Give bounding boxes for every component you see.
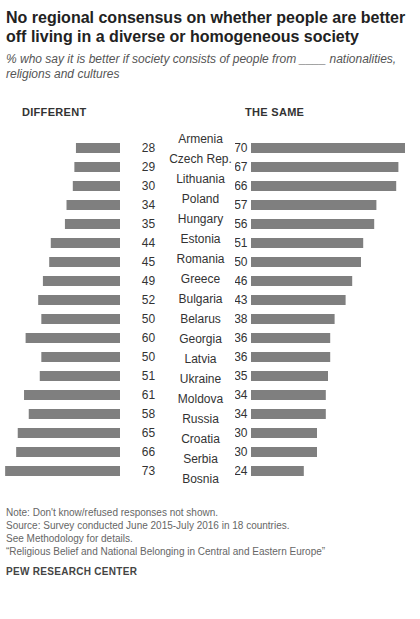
html-text:THE SAME: THE SAME [245,106,305,118]
svg-text:58: 58 [142,407,156,421]
svg-text:30: 30 [235,426,248,440]
svg-text:65: 65 [142,426,156,440]
svg-text:67: 67 [235,160,248,174]
svg-text:Estonia: Estonia [180,232,220,246]
svg-text:Georgia: Georgia [179,332,222,346]
html-text:% who say it is better if soci: % who say it is better if society consis… [6,52,397,81]
svg-text:28: 28 [142,141,156,155]
svg-text:66: 66 [142,445,156,459]
svg-text:Croatia: Croatia [181,432,220,446]
svg-text:70: 70 [235,141,248,155]
svg-text:45: 45 [142,255,156,269]
svg-text:Greece: Greece [181,272,221,286]
svg-text:50: 50 [235,255,248,269]
svg-text:34: 34 [235,388,248,402]
svg-text:43: 43 [235,293,248,307]
svg-text:35: 35 [142,217,156,231]
svg-text:52: 52 [142,293,156,307]
svg-text:56: 56 [235,217,248,231]
svg-text:Bulgaria: Bulgaria [178,292,222,306]
svg-text:34: 34 [235,407,248,421]
svg-text:73: 73 [142,464,156,478]
svg-text:50: 50 [142,312,156,326]
html-text:DIFFERENT: DIFFERENT [22,106,87,118]
svg-text:46: 46 [235,274,248,288]
svg-text:Romania: Romania [176,252,224,266]
html-text:Note: Don't know/refused respo: Note: Don't know/refused responses not s… [6,507,218,518]
html-text:See Methodology for details.: See Methodology for details. [6,533,133,544]
svg-text:Serbia: Serbia [183,452,218,466]
svg-text:51: 51 [142,369,156,383]
svg-text:49: 49 [142,274,156,288]
svg-text:29: 29 [142,160,156,174]
svg-text:Hungary: Hungary [178,212,223,226]
svg-text:61: 61 [142,388,156,402]
svg-text:24: 24 [235,464,248,478]
svg-text:66: 66 [235,179,248,193]
svg-text:Russia: Russia [182,412,219,426]
svg-text:34: 34 [142,198,156,212]
html-text:No regional consensus on wheth: No regional consensus on whether people … [6,9,406,45]
html-text:Source: Survey conducted June: Source: Survey conducted June 2015-July … [6,520,290,531]
svg-text:Belarus: Belarus [180,312,221,326]
svg-text:35: 35 [235,369,248,383]
svg-text:51: 51 [235,236,248,250]
svg-text:Poland: Poland [182,192,219,206]
svg-text:36: 36 [235,331,248,345]
html-text:“Religious Belief and National: “Religious Belief and National Belonging… [6,546,326,557]
svg-text:Ukraine: Ukraine [180,372,222,386]
svg-text:38: 38 [235,312,248,326]
svg-text:36: 36 [235,350,248,364]
svg-text:Czech Rep.: Czech Rep. [169,152,232,166]
svg-text:30: 30 [235,445,248,459]
svg-text:Bosnia: Bosnia [182,472,219,486]
svg-text:60: 60 [142,331,156,345]
svg-text:50: 50 [142,350,156,364]
svg-text:30: 30 [142,179,156,193]
html-text:PEW RESEARCH CENTER: PEW RESEARCH CENTER [6,566,138,577]
svg-text:Moldova: Moldova [178,392,224,406]
svg-text:57: 57 [235,198,248,212]
svg-text:Lithuania: Lithuania [176,172,225,186]
svg-text:44: 44 [142,236,156,250]
svg-text:Latvia: Latvia [184,352,216,366]
svg-text:Armenia: Armenia [178,132,223,146]
